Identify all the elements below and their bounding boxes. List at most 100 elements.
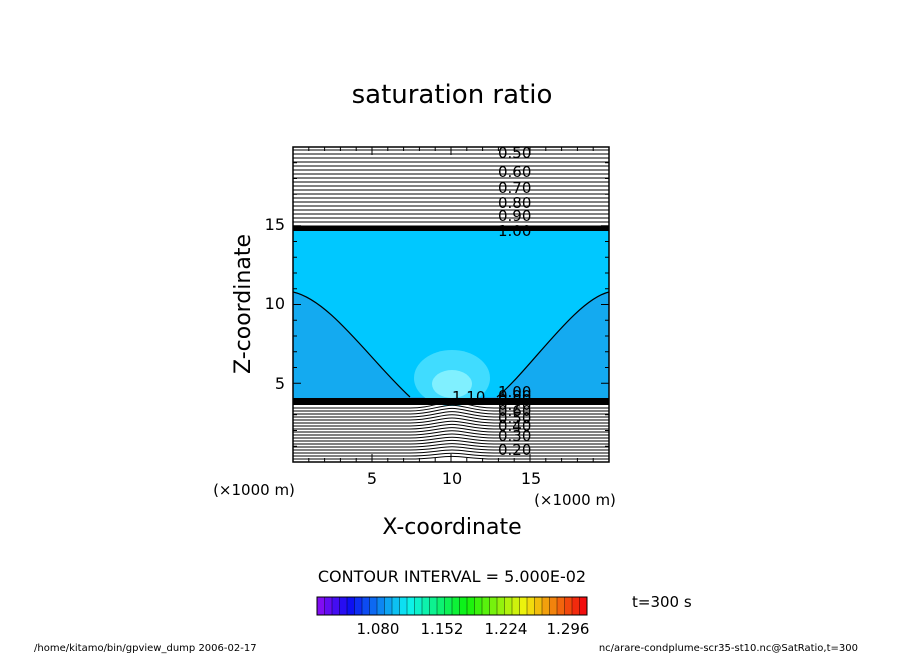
x-tick-label: 15 bbox=[521, 469, 541, 488]
colorbar-segment bbox=[414, 597, 423, 615]
contour-label: 0.50 bbox=[498, 144, 531, 162]
footer-left: /home/kitamo/bin/gpview_dump 2006-02-17 bbox=[34, 643, 257, 654]
colorbar-segment bbox=[332, 597, 340, 615]
contour-label: 0.50 bbox=[498, 409, 531, 427]
lower-contour-line bbox=[293, 433, 609, 439]
contour-label: 0.90 bbox=[498, 207, 531, 225]
colorbar-segment bbox=[579, 597, 588, 615]
time-label: t=300 s bbox=[632, 593, 692, 611]
upper-boundary-line bbox=[293, 226, 609, 231]
lower-contour-lines bbox=[293, 401, 609, 460]
chart-title: saturation ratio bbox=[352, 80, 553, 110]
colorbar-segment bbox=[512, 597, 520, 615]
contour-label: 1.00 bbox=[498, 222, 531, 240]
colorbar-segment bbox=[467, 597, 475, 615]
x-tick-label: 10 bbox=[442, 469, 462, 488]
colorbar-segment bbox=[422, 597, 430, 615]
colorbar-segment bbox=[407, 597, 415, 615]
upper-contour-lines bbox=[293, 149, 609, 227]
y-tick-label: 15 bbox=[265, 215, 285, 234]
contour-label: 0.70 bbox=[498, 179, 531, 197]
colorbar-tick-label: 1.224 bbox=[485, 620, 528, 638]
contour-interval-text: CONTOUR INTERVAL = 5.000E-02 bbox=[318, 567, 586, 586]
colorbar-segment bbox=[549, 597, 558, 615]
colorbar-tick-label: 1.080 bbox=[357, 620, 400, 638]
colorbar-segment bbox=[317, 597, 325, 615]
colorbar-segment bbox=[354, 597, 363, 615]
colorbar-segment bbox=[459, 597, 468, 615]
y-unit-label: (×1000 m) bbox=[534, 491, 616, 509]
colorbar-segment bbox=[482, 597, 490, 615]
colorbar-segment bbox=[324, 597, 333, 615]
footer-right: nc/arare-condplume-scr35-st10.nc@SatRati… bbox=[599, 643, 858, 654]
colorbar-segment bbox=[489, 597, 498, 615]
colorbar-tick-label: 1.296 bbox=[547, 620, 590, 638]
x-unit-label: (×1000 m) bbox=[213, 481, 295, 499]
lower-contour-line bbox=[293, 452, 609, 457]
contour-label: 0.30 bbox=[498, 427, 531, 445]
lower-contour-line bbox=[293, 417, 609, 424]
contour-label-group: 0.50 0.60 0.70 0.80 0.90 1.00 1.10 0.20 … bbox=[452, 144, 531, 459]
contour-1-10 bbox=[292, 291, 610, 398]
contour-label: 0.80 bbox=[498, 194, 531, 212]
colorbar-segment bbox=[339, 597, 348, 615]
colorbar-segment bbox=[504, 597, 513, 615]
colorbar-segment bbox=[527, 597, 535, 615]
colorbar-segment bbox=[437, 597, 445, 615]
lower-contour-line bbox=[293, 449, 609, 454]
lower-contour-line bbox=[293, 414, 609, 421]
colorbar-segment bbox=[474, 597, 483, 615]
lower-contour-line bbox=[293, 430, 609, 436]
colorbar-segment bbox=[392, 597, 400, 615]
colorbar-tick-label: 1.152 bbox=[421, 620, 464, 638]
axis-ticks bbox=[293, 147, 609, 462]
y-tick-label: 5 bbox=[275, 374, 285, 393]
x-axis-title: X-coordinate bbox=[382, 515, 521, 540]
colorbar-segment bbox=[429, 597, 438, 615]
contour-label: 0.70 bbox=[498, 396, 531, 414]
contour-label: 0.80 bbox=[498, 391, 531, 409]
colorbar-segment bbox=[497, 597, 505, 615]
colorbar-segment bbox=[564, 597, 573, 615]
colorbar-segment bbox=[377, 597, 385, 615]
colorbar-segment bbox=[519, 597, 528, 615]
lower-contour-line bbox=[293, 420, 609, 427]
lower-dome-fill bbox=[293, 292, 609, 400]
colorbar-segment bbox=[444, 597, 453, 615]
y-tick-label: 10 bbox=[265, 294, 285, 313]
colorbar-segment bbox=[534, 597, 543, 615]
contour-label: 0.90 bbox=[498, 387, 531, 405]
core-inner-fill bbox=[432, 370, 472, 398]
y-axis-title: Z-coordinate bbox=[231, 234, 256, 374]
colorbar-frame bbox=[316, 596, 588, 616]
lower-contour-line bbox=[293, 446, 609, 451]
colorbar bbox=[316, 597, 588, 615]
contour-label: 0.60 bbox=[498, 163, 531, 181]
lower-contour-line bbox=[293, 404, 609, 412]
colorbar-segment bbox=[369, 597, 378, 615]
colorbar-segment bbox=[399, 597, 408, 615]
contour-label: 0.60 bbox=[498, 402, 531, 420]
contour-label: 1.00 bbox=[498, 383, 531, 401]
colorbar-segment bbox=[452, 597, 460, 615]
colorbar-segment bbox=[384, 597, 393, 615]
colorbar-segment bbox=[347, 597, 355, 615]
colorbar-segment bbox=[542, 597, 550, 615]
lower-contour-line bbox=[293, 443, 609, 448]
lower-contour-line bbox=[293, 439, 609, 445]
contour-label: 0.40 bbox=[498, 417, 531, 435]
colorbar-segment bbox=[557, 597, 565, 615]
contour-label: 1.10 bbox=[452, 388, 485, 406]
lower-contour-line bbox=[293, 407, 609, 415]
lower-contour-line bbox=[293, 427, 609, 433]
lower-contour-line bbox=[293, 423, 609, 430]
contour-label: 0.20 bbox=[498, 441, 531, 459]
x-tick-label: 5 bbox=[367, 469, 377, 488]
colorbar-segment bbox=[572, 597, 580, 615]
lower-contour-line bbox=[293, 411, 609, 418]
plot-area bbox=[292, 146, 610, 463]
colorbar-segment bbox=[362, 597, 370, 615]
lower-boundary-line bbox=[293, 398, 609, 405]
lower-contour-line bbox=[293, 436, 609, 442]
